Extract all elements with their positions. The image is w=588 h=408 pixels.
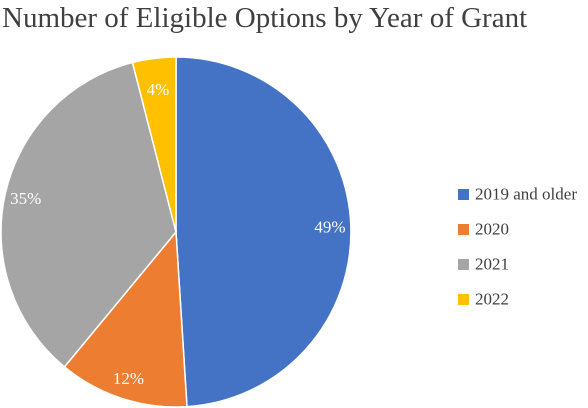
slice-label-4: 4% (147, 80, 170, 99)
legend: 2019 and older 2020 2021 2022 (458, 185, 577, 309)
slice-label-2: 12% (113, 369, 144, 388)
legend-swatch-3 (458, 259, 469, 270)
chart-title: Number of Eligible Options by Year of Gr… (2, 2, 527, 34)
legend-swatch-4 (458, 294, 469, 305)
slice-label-1: 49% (314, 218, 345, 237)
slice-label-3: 35% (10, 189, 41, 208)
pie-slice-4 (131, 56, 177, 233)
legend-label-1: 2019 and older (475, 185, 577, 204)
pie-slice-2 (63, 230, 188, 408)
pie-slice-labels: 49% 12% 35% 4% (10, 80, 345, 388)
pie-slices (0, 56, 352, 408)
legend-label-2: 2020 (475, 220, 509, 239)
pie-slice-3 (0, 61, 177, 368)
legend-swatch-2 (458, 224, 469, 235)
legend-label-4: 2022 (475, 290, 509, 309)
legend-label-3: 2021 (475, 255, 509, 274)
legend-swatch-1 (458, 189, 469, 200)
pie-slice-1 (175, 56, 352, 408)
